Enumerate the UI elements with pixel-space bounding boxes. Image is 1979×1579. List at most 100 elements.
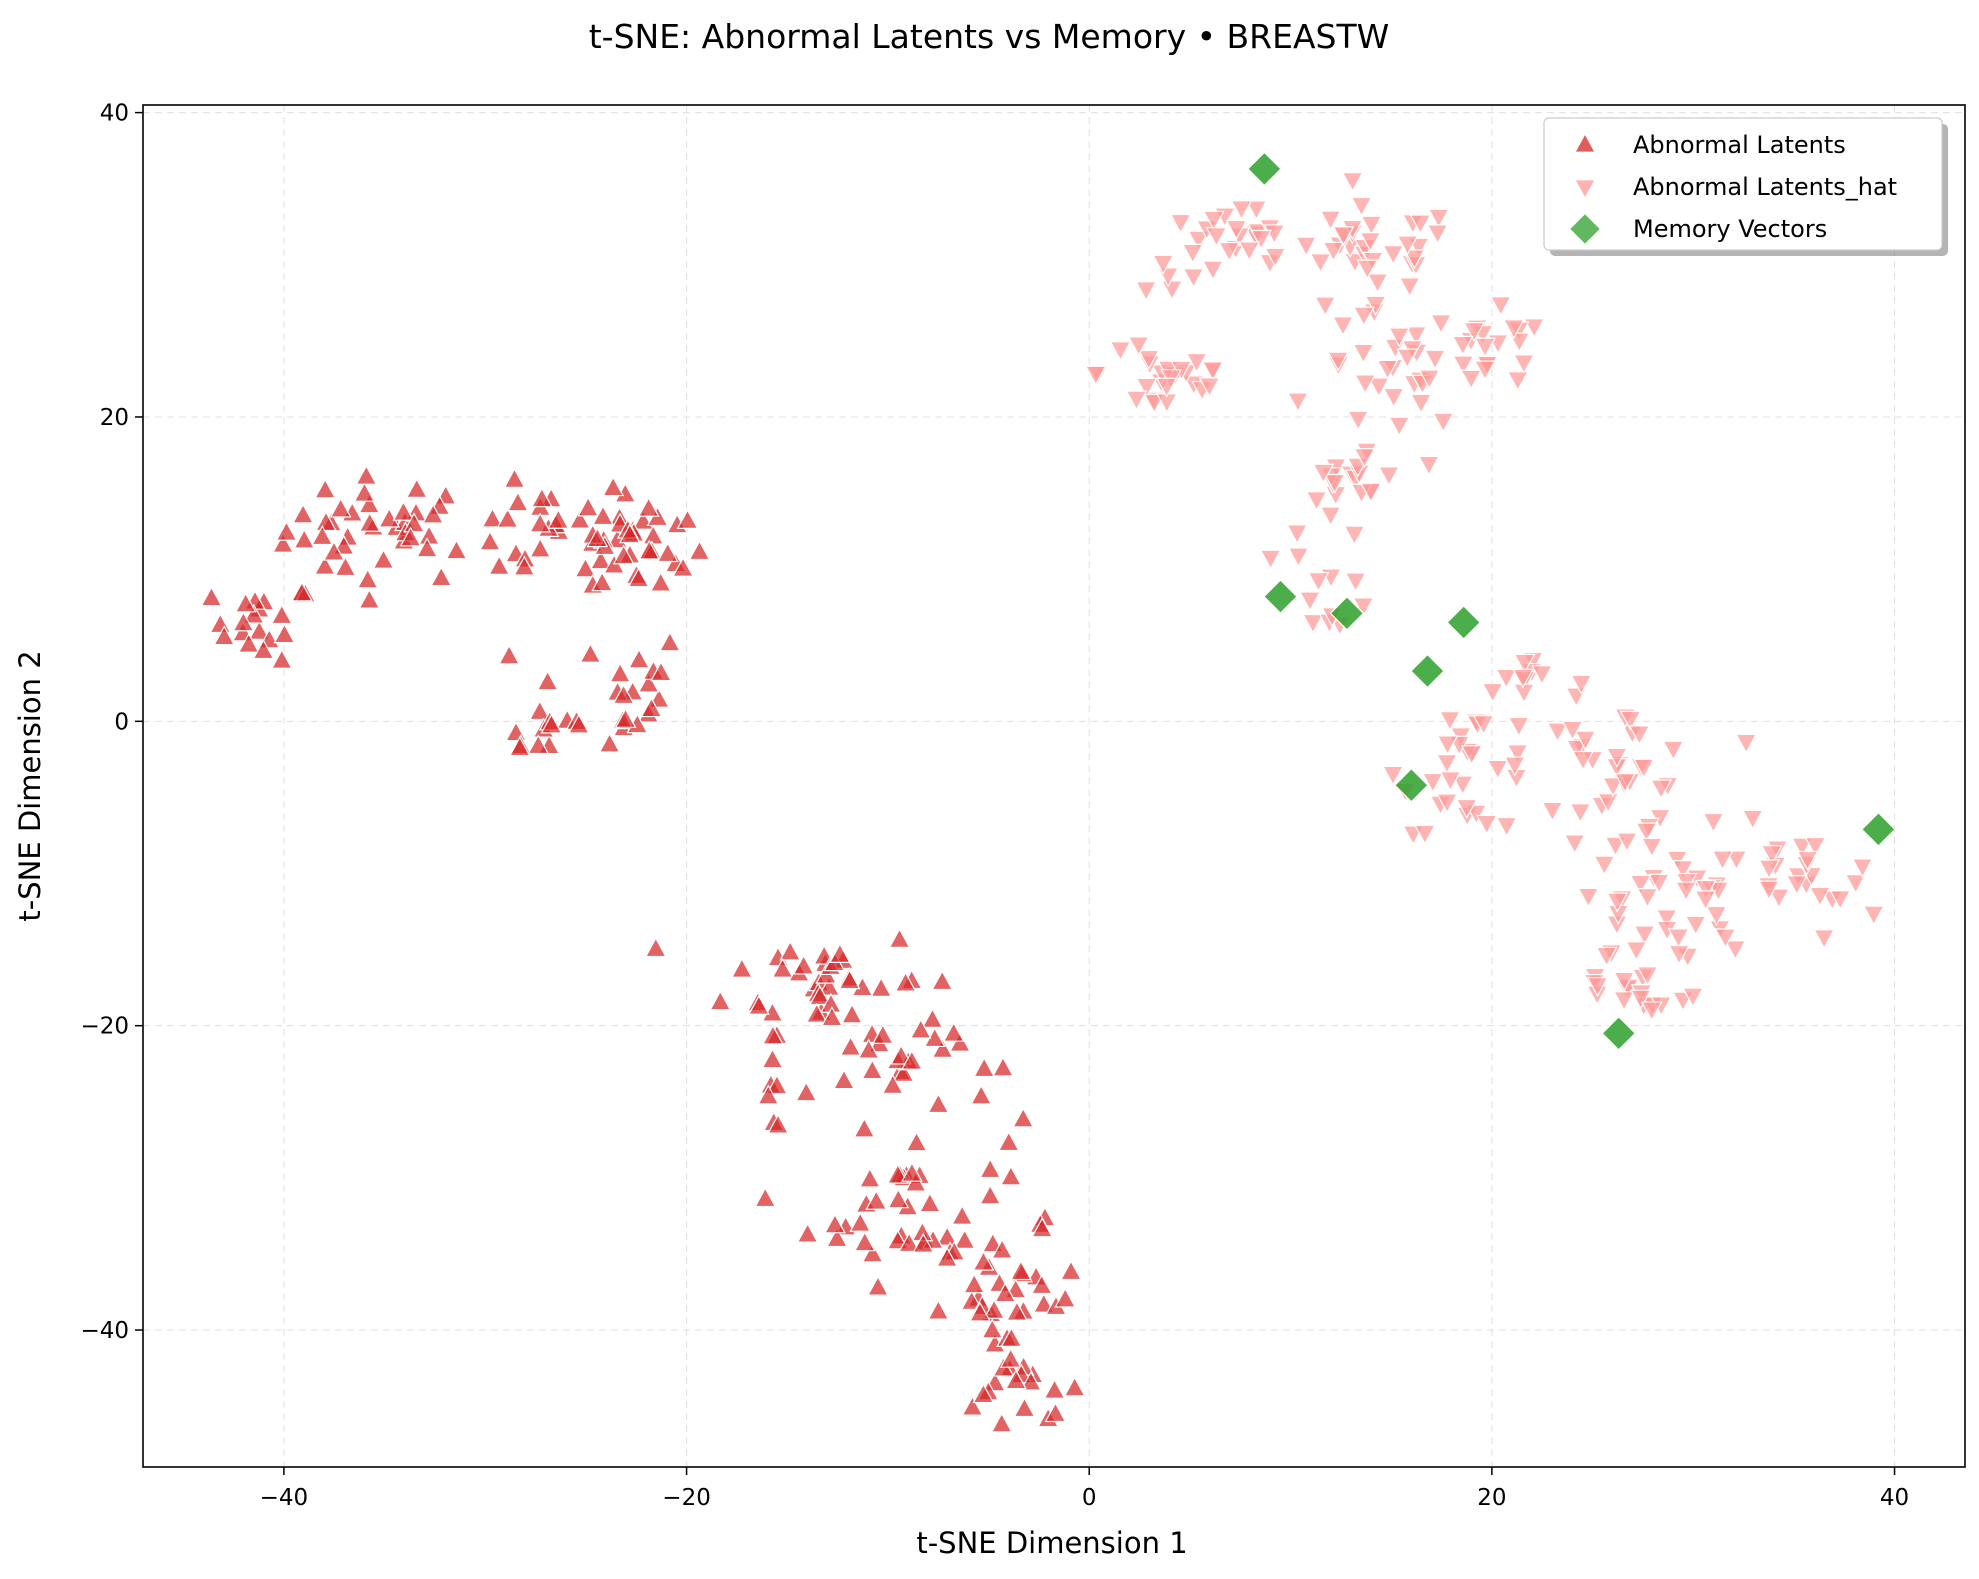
point-triangle-up: [821, 1006, 843, 1027]
point-triangle-up: [918, 1192, 941, 1213]
point-triangle-up: [809, 985, 831, 1006]
point-triangle-up: [505, 721, 527, 742]
point-triangle-down: [1796, 850, 1819, 871]
point-triangle-down: [1347, 410, 1370, 431]
chart-title: t-SNE: Abnormal Latents vs Memory • BREA…: [589, 17, 1390, 56]
point-triangle-up: [853, 1117, 876, 1138]
point-triangle-down: [1495, 816, 1518, 837]
point-triangle-down: [1546, 722, 1569, 743]
point-triangle-down: [1650, 779, 1673, 800]
point-triangle-up: [503, 467, 526, 488]
point-triangle-down: [1432, 412, 1455, 433]
point-triangle-up: [209, 613, 232, 634]
point-triangle-up: [1006, 1300, 1028, 1321]
point-triangle-up: [887, 1188, 910, 1209]
point-triangle-up: [936, 1225, 959, 1246]
point-triangle-up: [612, 544, 635, 565]
point-triangle-down: [1460, 369, 1483, 390]
point-triangle-up: [931, 970, 954, 991]
point-triangle-up: [754, 1187, 777, 1208]
point-triangle-down: [1506, 744, 1529, 765]
point-triangle-down: [1460, 745, 1483, 766]
point-triangle-up: [329, 497, 352, 518]
point-triangle-up: [1000, 1165, 1022, 1186]
point-triangle-down: [1169, 213, 1192, 234]
point-triangle-down: [1302, 613, 1324, 634]
point-triangle-down: [1569, 803, 1592, 824]
point-triangle-up: [979, 1158, 1002, 1179]
point-triangle-up: [293, 528, 316, 549]
point-triangle-down: [1382, 387, 1405, 408]
point-triangle-up: [591, 571, 614, 592]
point-triangle-down: [1084, 365, 1107, 386]
point-triangle-down: [1322, 241, 1345, 262]
point-triangle-up: [589, 549, 612, 570]
point-triangle-up: [650, 661, 672, 682]
y-tick-label: 0: [114, 709, 129, 735]
point-triangle-up: [232, 611, 255, 632]
point-triangle-up: [579, 642, 602, 663]
point-triangle-up: [479, 530, 501, 551]
point-triangle-up: [861, 1059, 884, 1080]
legend: Abnormal Latents Abnormal Latents_hat Memo…: [1543, 117, 1948, 256]
point-triangle-down: [1604, 836, 1627, 857]
point-triangle-up: [323, 540, 345, 561]
plot-frame: [142, 104, 1966, 1468]
point-triangle-down: [1305, 491, 1328, 512]
point-triangle-down: [1735, 733, 1758, 754]
point-triangle-up: [792, 954, 815, 975]
point-triangle-down: [1356, 259, 1379, 280]
point-triangle-down: [1436, 793, 1458, 814]
point-triangle-down: [1312, 463, 1335, 484]
point-triangle-down: [1205, 227, 1228, 248]
point-diamond: [1410, 653, 1445, 689]
point-triangle-down: [1344, 572, 1367, 593]
point-triangle-up: [529, 512, 552, 533]
point-triangle-down: [1309, 253, 1332, 274]
point-triangle-down: [1506, 371, 1529, 392]
grid-lines: [143, 105, 1965, 1467]
point-diamond: [1263, 579, 1298, 614]
point-triangle-down: [1332, 316, 1354, 337]
point-triangle-up: [839, 1035, 862, 1056]
point-triangle-down: [1424, 349, 1446, 370]
point-triangle-down: [1127, 336, 1150, 357]
point-triangle-down: [1403, 249, 1426, 270]
point-triangle-down: [1760, 845, 1783, 866]
point-triangle-down: [1388, 416, 1411, 437]
point-triangle-up: [1060, 1260, 1082, 1281]
point-triangle-up: [921, 1008, 944, 1029]
point-triangle-up: [574, 557, 597, 578]
point-diamond: [1329, 595, 1365, 631]
point-triangle-up: [540, 713, 563, 734]
point-triangle-up: [430, 566, 453, 587]
point-triangle-down: [1523, 318, 1546, 339]
point-triangle-down: [1565, 739, 1588, 760]
data-points: [200, 151, 1896, 1433]
point-triangle-down: [1616, 832, 1638, 853]
point-triangle-up: [1054, 1287, 1077, 1308]
point-triangle-down: [1418, 369, 1441, 390]
point-triangle-down: [1605, 747, 1628, 768]
point-triangle-up: [888, 927, 911, 948]
point-triangle-down: [1862, 905, 1885, 926]
x-tick-label: 0: [1082, 1485, 1097, 1511]
point-triangle-down: [1804, 836, 1827, 857]
point-triangle-down: [1201, 361, 1224, 382]
point-triangle-up: [272, 532, 294, 553]
point-triangle-up: [506, 491, 529, 512]
point-triangle-up: [237, 632, 260, 653]
point-triangle-up: [586, 527, 609, 548]
point-diamond: [1394, 767, 1429, 803]
point-triangle-down: [1463, 322, 1485, 343]
point-triangle-up: [614, 707, 637, 728]
point-triangle-down: [1474, 360, 1496, 381]
point-triangle-up: [983, 1298, 1006, 1319]
point-triangle-down: [1586, 977, 1609, 998]
point-triangle-up: [292, 503, 314, 524]
point-triangle-down: [1382, 765, 1404, 786]
point-triangle-down: [1655, 909, 1678, 930]
point-triangle-up: [618, 523, 641, 544]
point-triangle-up: [870, 976, 893, 997]
point-triangle-down: [1758, 859, 1781, 880]
